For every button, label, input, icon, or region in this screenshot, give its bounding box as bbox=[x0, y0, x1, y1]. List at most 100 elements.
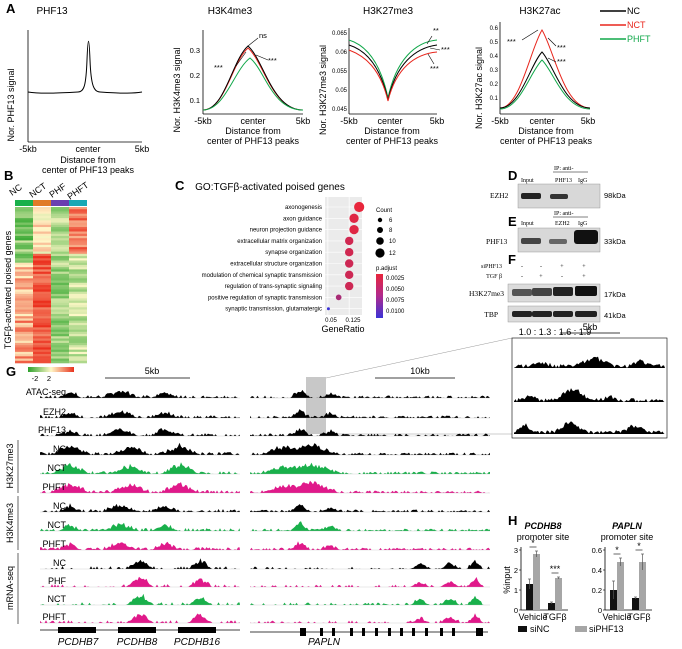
b-colorscale bbox=[28, 367, 74, 372]
heatmap-cell bbox=[51, 256, 69, 259]
b-colbar-nc bbox=[15, 200, 33, 206]
heatmap-cell bbox=[51, 360, 69, 364]
g-exon bbox=[440, 628, 443, 636]
heatmap-cell bbox=[15, 271, 33, 275]
heatmap-cell bbox=[15, 345, 33, 348]
h-sig-label: * bbox=[531, 538, 535, 548]
heatmap-cell bbox=[33, 260, 51, 264]
f-sign: + bbox=[539, 274, 543, 280]
heatmap-cell bbox=[33, 287, 51, 290]
heatmap-cell bbox=[69, 258, 87, 261]
g-exon bbox=[320, 628, 323, 636]
heatmap-cell bbox=[69, 336, 87, 339]
a4-ann-line bbox=[521, 29, 539, 41]
heatmap-cell bbox=[15, 224, 33, 228]
heatmap-cell bbox=[33, 316, 51, 319]
panel-e: IP: anti- Input EZH2 IgG PHF13 33kDa bbox=[486, 211, 627, 253]
heatmap-cell bbox=[33, 215, 51, 219]
h-xcat-label: TGFβ bbox=[543, 612, 566, 622]
heatmap-cell bbox=[33, 220, 51, 223]
g-track-label: NC bbox=[53, 501, 66, 511]
heatmap-cell bbox=[33, 253, 51, 257]
heatmap-cell bbox=[51, 220, 69, 223]
heatmap-cell bbox=[69, 285, 87, 288]
heatmap-cell bbox=[15, 320, 33, 324]
heatmap-cell bbox=[15, 220, 33, 223]
g-track-label: PHFT bbox=[43, 539, 67, 549]
heatmap-cell bbox=[15, 311, 33, 315]
heatmap-cell bbox=[15, 287, 33, 290]
heatmap-cell bbox=[51, 338, 69, 342]
a1-curve bbox=[27, 40, 143, 94]
heatmap-cell bbox=[51, 209, 69, 212]
g-gene-label: PCDHB16 bbox=[174, 637, 221, 648]
heatmap-cell bbox=[33, 244, 51, 248]
h-legend-swatch-siphf13 bbox=[575, 626, 587, 632]
heatmap-cell bbox=[15, 227, 33, 230]
heatmap-cell bbox=[15, 209, 33, 212]
c-count-val: 12 bbox=[389, 251, 396, 257]
a3-curve-nc bbox=[348, 44, 438, 101]
heatmap-cell bbox=[33, 307, 51, 310]
heatmap-cell bbox=[33, 273, 51, 277]
a2-curve-nc bbox=[202, 45, 304, 111]
g-track-signal bbox=[250, 389, 490, 398]
a3-curve-nct bbox=[348, 49, 438, 102]
heatmap-cell bbox=[51, 271, 69, 275]
heatmap-cell bbox=[51, 358, 69, 362]
a2-ytick: 0.3 bbox=[190, 46, 200, 55]
heatmap-cell bbox=[33, 271, 51, 275]
heatmap-cell bbox=[33, 229, 51, 232]
a4-ann-line bbox=[547, 37, 557, 47]
g-group-mrna: mRNA-seq bbox=[5, 566, 15, 610]
heatmap-cell bbox=[15, 336, 33, 339]
heatmap-cell bbox=[69, 218, 87, 221]
h-bar-sinc bbox=[526, 584, 533, 610]
heatmap-cell bbox=[15, 247, 33, 250]
heatmap-cell bbox=[69, 271, 87, 275]
heatmap-cell bbox=[51, 316, 69, 319]
heatmap-cell bbox=[33, 329, 51, 333]
heatmap-cell bbox=[15, 229, 33, 232]
heatmap-cell bbox=[51, 253, 69, 257]
heatmap-cell bbox=[33, 305, 51, 308]
a1-xlabel-1: Distance from bbox=[60, 155, 116, 165]
heatmap-cell bbox=[69, 316, 87, 319]
heatmap-cell bbox=[15, 231, 33, 235]
h-ytick-label: 0 bbox=[598, 606, 602, 615]
heatmap-cell bbox=[33, 360, 51, 364]
g-track-signal bbox=[40, 522, 240, 531]
heatmap-cell bbox=[69, 215, 87, 219]
h-ytick-label: 0.2 bbox=[592, 586, 602, 595]
g-track-signal bbox=[250, 462, 490, 474]
heatmap-cell bbox=[69, 342, 87, 346]
a2-ann-left: *** bbox=[214, 63, 223, 72]
g-track-label: NCT bbox=[48, 594, 67, 604]
a4-title: H3K27ac bbox=[519, 6, 560, 17]
a4-ann-left: *** bbox=[507, 37, 516, 46]
legend-label-phft: PHFT bbox=[627, 34, 651, 44]
c-term-label: positive regulation of synaptic transmis… bbox=[208, 295, 322, 301]
heatmap-cell bbox=[33, 351, 51, 355]
heatmap-cell bbox=[51, 356, 69, 359]
g-track-label: PHFT bbox=[43, 482, 67, 492]
heatmap-cell bbox=[15, 329, 33, 333]
g-track-signal bbox=[250, 480, 490, 493]
heatmap-cell bbox=[51, 242, 69, 246]
a4-ann-line bbox=[547, 57, 557, 63]
h-bar-siphf13 bbox=[639, 562, 646, 610]
heatmap-cell bbox=[69, 213, 87, 217]
c-term-label: modulation of chemical synaptic transmis… bbox=[202, 273, 322, 279]
heatmap-cell bbox=[33, 233, 51, 237]
g-track-signal bbox=[40, 541, 240, 550]
heatmap-cell bbox=[15, 307, 33, 310]
g-exon bbox=[388, 628, 391, 636]
a2-xlabel-2: center of PHF13 peaks bbox=[207, 136, 300, 146]
heatmap-cell bbox=[15, 358, 33, 362]
panel-f: siPHF13 - - + + TGF β - + - + H3K27me3 1… bbox=[469, 264, 627, 337]
g-tracks bbox=[40, 389, 490, 624]
f-marker: 17kDa bbox=[604, 290, 627, 299]
heatmap-cell bbox=[15, 211, 33, 214]
heatmap-cell bbox=[51, 325, 69, 328]
a2-curve-phft bbox=[202, 57, 304, 111]
